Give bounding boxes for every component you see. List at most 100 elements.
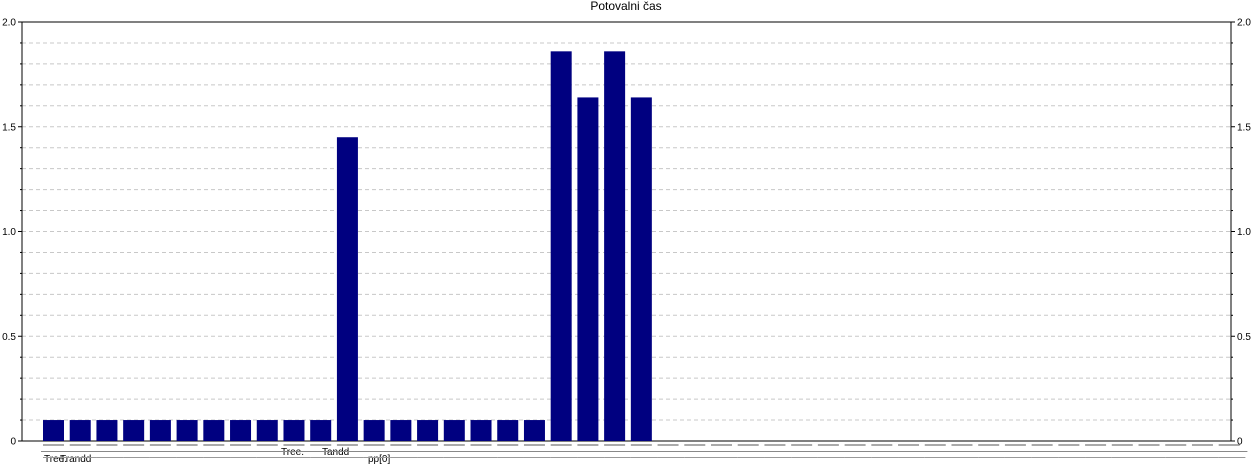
x-label-clutter (577, 457, 605, 458)
x-label-clutter (443, 457, 471, 458)
bar (230, 420, 252, 441)
bar (363, 420, 385, 441)
x-label-clutter (628, 451, 660, 452)
x-label-clutter (1189, 451, 1221, 452)
bars (43, 51, 1240, 446)
x-label-clutter (1218, 457, 1246, 458)
x-label-clutter (468, 451, 500, 452)
x-label-clutter (176, 457, 204, 458)
gridlines (22, 21, 1231, 421)
x-label-clutter (657, 457, 685, 458)
x-label-clutter (96, 457, 124, 458)
bar (470, 420, 492, 441)
bar (497, 420, 519, 441)
bar (417, 420, 439, 441)
x-label-clutter (69, 457, 97, 458)
x-label-clutter (203, 457, 231, 458)
x-label-clutter (523, 457, 551, 458)
x-label-clutter (1138, 457, 1166, 458)
y-tick-label: 1.0 (2, 227, 16, 238)
x-label-clutter (924, 457, 952, 458)
x-label-clutter (844, 457, 872, 458)
bar (630, 97, 652, 442)
x-label-clutter (230, 457, 257, 458)
bar (176, 420, 198, 441)
x-label-clutter (869, 451, 901, 452)
y-axis-left: 0 0.5 1.0 1.5 2.0 (2, 18, 22, 448)
x-label-clutter (1111, 457, 1139, 458)
x-label-clutter (737, 457, 765, 458)
x-label-clutter (310, 457, 337, 458)
x-label-clutter (254, 451, 286, 452)
x-label-clutter (602, 451, 633, 452)
x-label-clutter (655, 451, 687, 452)
bar (550, 51, 572, 442)
x-label-clutter (281, 451, 313, 452)
x-label-clutter (1058, 457, 1086, 458)
x-label-clutter (791, 457, 818, 458)
bar (577, 97, 599, 442)
x-label-clutter (363, 457, 391, 458)
x-label-clutter (789, 451, 820, 452)
x-label-clutter (630, 457, 658, 458)
x-label-clutter (201, 451, 233, 452)
x-label-clutter (470, 457, 498, 458)
x-label-clutter (949, 451, 981, 452)
bar (256, 420, 278, 441)
x-label-clutter (684, 457, 711, 458)
x-label-clutter (871, 457, 899, 458)
x-label-clutter (388, 451, 420, 452)
x-label-clutter (123, 457, 150, 458)
x-label-clutter (604, 457, 631, 458)
x-label-clutter (1163, 451, 1194, 452)
x-label-clutter (495, 451, 526, 452)
x-label-clutter (682, 451, 713, 452)
x-label-clutter (256, 457, 284, 458)
x-label-clutter (361, 451, 393, 452)
y-tick-label: 0.5 (2, 332, 16, 343)
y-tick-label: 1.5 (2, 122, 16, 133)
x-label-clutter (497, 457, 524, 458)
x-tick-label: Trandd (60, 454, 91, 464)
x-label-clutter (43, 457, 70, 458)
bar (604, 51, 626, 442)
x-label-clutter (308, 451, 339, 452)
x-label-clutter (842, 451, 874, 452)
x-label-clutter (149, 457, 177, 458)
bar (123, 420, 145, 441)
x-tick-label: Tree. (44, 454, 67, 464)
bar (523, 420, 545, 441)
x-label-clutter (976, 451, 1007, 452)
chart-title: Potovalni čas (590, 0, 661, 13)
x-label-clutter (1136, 451, 1168, 452)
x-label-clutter (174, 451, 206, 452)
x-label-clutter (550, 457, 578, 458)
bar (203, 420, 225, 441)
x-label-clutter (735, 451, 767, 452)
y-tick-label-right: 1.5 (1237, 122, 1251, 133)
bar (390, 420, 412, 441)
x-label-clutter (896, 451, 927, 452)
y-tick-label-right: 1.0 (1237, 227, 1251, 238)
x-label-clutter (521, 451, 553, 452)
y-tick-label: 2.0 (2, 18, 16, 29)
y-tick-label-right: 0 (1237, 437, 1243, 448)
x-label-clutter (334, 451, 366, 452)
y-tick-label-right: 2.0 (1237, 18, 1251, 29)
x-label-clutter (1165, 457, 1192, 458)
bar (43, 420, 64, 441)
x-label-clutter (1056, 451, 1088, 452)
y-tick-label-right: 0.5 (1237, 332, 1251, 343)
x-label-clutter (1109, 451, 1141, 452)
x-label-clutter (764, 457, 792, 458)
bar (69, 420, 91, 441)
x-tick-label: pp[0] (368, 454, 390, 464)
x-label-clutter (817, 457, 845, 458)
x-label-clutter (548, 451, 580, 452)
y-tick-label: 0 (10, 437, 16, 448)
x-label-clutter (1191, 457, 1219, 458)
x-label-clutter (283, 457, 311, 458)
bar (149, 420, 171, 441)
x-label-clutter (415, 451, 446, 452)
